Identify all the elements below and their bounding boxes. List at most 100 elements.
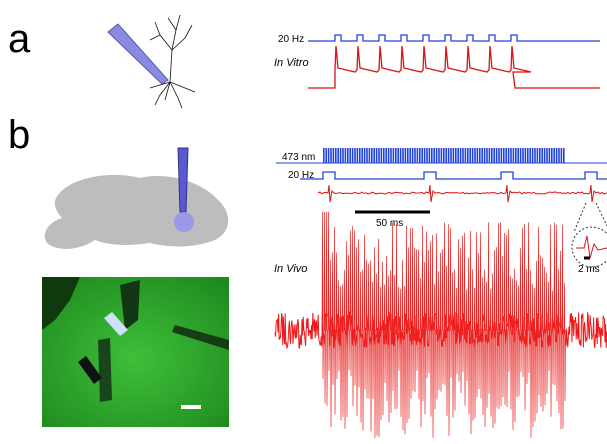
light-pulse	[381, 148, 383, 163]
light-pulse	[342, 148, 344, 163]
light-pulse	[558, 148, 560, 163]
light-pulse	[325, 148, 327, 163]
light-pulse	[549, 148, 551, 163]
light-pulse	[441, 148, 443, 163]
light-pulse	[479, 148, 481, 163]
light-pulse	[517, 148, 519, 163]
light-pulse	[503, 148, 505, 163]
light-pulse	[354, 148, 356, 163]
light-pulse	[498, 148, 500, 163]
light-pulse	[508, 148, 510, 163]
light-pulse	[453, 148, 455, 163]
light-pulse	[469, 148, 471, 163]
light-pulse	[337, 148, 339, 163]
light-pulse	[395, 148, 397, 163]
light-pulse	[393, 148, 395, 163]
light-pulse	[407, 148, 409, 163]
light-pulse	[448, 148, 450, 163]
light-pulse	[493, 148, 495, 163]
light-pulse	[556, 148, 558, 163]
light-pulse	[414, 148, 416, 163]
light-pulse	[546, 148, 548, 163]
light-pulse	[477, 148, 479, 163]
recording-spikes	[322, 212, 566, 438]
light-pulse	[553, 148, 555, 163]
light-pulse	[501, 148, 503, 163]
light-pulse	[373, 148, 375, 163]
light-pulse	[443, 148, 445, 163]
fluorescence-image	[42, 277, 229, 427]
light-pulse	[335, 148, 337, 163]
light-pulse	[419, 148, 421, 163]
light-pulse	[515, 148, 517, 163]
light-pulse	[513, 148, 515, 163]
light-pulse	[445, 148, 447, 163]
light-pulse	[551, 148, 553, 163]
light-pulse	[472, 148, 474, 163]
light-pulse	[525, 148, 527, 163]
light-pulse	[371, 148, 373, 163]
light-pulse	[376, 148, 378, 163]
panel-label: a	[8, 17, 31, 61]
light-pulse	[436, 148, 438, 163]
light-pulse	[352, 148, 354, 163]
light-pulse	[323, 148, 325, 163]
light-pulse	[532, 148, 534, 163]
light-pulse	[438, 148, 440, 163]
light-pulse	[417, 148, 419, 163]
light-pulse	[405, 148, 407, 163]
light-pulse	[364, 148, 366, 163]
light-pulse	[390, 148, 392, 163]
light-pulse	[424, 148, 426, 163]
light-pulse	[429, 148, 431, 163]
light-pulse	[484, 148, 486, 163]
light-label: 473 nm	[282, 152, 315, 163]
light-pulse	[330, 148, 332, 163]
light-pulse	[359, 148, 361, 163]
light-pulse	[345, 148, 347, 163]
light-pulse	[481, 148, 483, 163]
light-pulse	[529, 148, 531, 163]
light-pulse	[340, 148, 342, 163]
light-pulse	[431, 148, 433, 163]
light-pulse	[541, 148, 543, 163]
light-pulse	[465, 148, 467, 163]
light-pulse	[347, 148, 349, 163]
figure: a b 20 Hz In Vitro 473 nm 20 Hz 50 ms	[0, 0, 607, 444]
panel-label: b	[8, 113, 30, 157]
light-pulse	[522, 148, 524, 163]
light-pulse	[534, 148, 536, 163]
light-pulse	[328, 148, 330, 163]
pipette-neuron-sketch	[108, 15, 195, 108]
light-pulse	[491, 148, 493, 163]
light-pulse	[357, 148, 359, 163]
stimulus-trace	[300, 172, 607, 179]
brain-sketch	[45, 148, 228, 249]
scale-bar-label: 50 ms	[376, 218, 403, 229]
response-trace	[318, 185, 607, 202]
response-trace	[308, 46, 600, 88]
light-pulse	[369, 148, 371, 163]
light-pulse	[397, 148, 399, 163]
light-pulse	[561, 148, 563, 163]
light-pulse	[455, 148, 457, 163]
light-pulse	[366, 148, 368, 163]
light-pulse	[421, 148, 423, 163]
light-pulse	[333, 148, 335, 163]
light-pulse	[460, 148, 462, 163]
light-pulse	[544, 148, 546, 163]
light-pulse	[486, 148, 488, 163]
light-pulse	[433, 148, 435, 163]
light-pulse	[462, 148, 464, 163]
light-pulse	[388, 148, 390, 163]
inset-scale-label: 2 ms	[578, 264, 600, 275]
spike-inset	[572, 203, 607, 267]
light-pulse	[426, 148, 428, 163]
light-pulse	[450, 148, 452, 163]
light-pulse	[539, 148, 541, 163]
stimulus-label: 20 Hz	[278, 34, 304, 45]
light-pulse	[537, 148, 539, 163]
light-pulses	[323, 148, 565, 163]
light-pulse	[412, 148, 414, 163]
light-pulse	[474, 148, 476, 163]
